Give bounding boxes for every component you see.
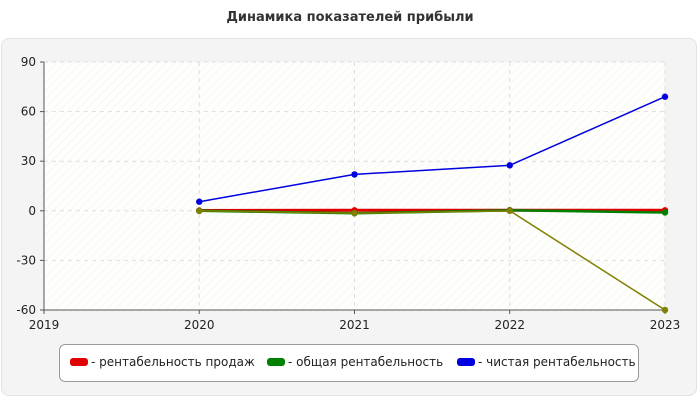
y-tick-label: -30 [16,253,36,267]
legend: - рентабельность продаж - общая рентабел… [59,344,639,382]
chart-title: Динамика показателей прибыли [226,10,474,25]
series-point-3 [351,210,358,217]
y-tick-label: -60 [16,303,36,317]
x-tick-label: 2021 [339,318,370,332]
legend-swatch [457,358,475,366]
x-tick-label: 2023 [650,318,681,332]
legend-label: - чистая рентабельность [478,355,636,369]
series-point-3 [661,306,669,314]
legend-item-sales-profitability[interactable]: - рентабельность продаж [70,355,255,369]
series-point-1 [661,209,669,216]
series-point-3 [506,207,513,214]
legend-label: - общая рентабельность [288,355,444,369]
legend-swatch [70,358,88,366]
y-tick-label: 60 [21,105,36,119]
x-tick-label: 2020 [184,318,215,332]
series-line-3 [199,210,666,311]
series-point-2 [661,93,669,100]
x-tick-label: 2022 [494,318,525,332]
legend-label: - рентабельность продаж [91,355,255,369]
series-point-2 [351,171,358,178]
series-point-3 [196,207,203,214]
series-layer [196,93,669,314]
legend-item-total-profitability[interactable]: - общая рентабельность [267,355,443,369]
y-tick-label: 30 [21,154,36,168]
series-point-2 [196,198,203,205]
legend-swatch [267,358,285,366]
legend-item-net-profitability[interactable]: - чистая рентабельность [457,355,636,369]
series-point-2 [506,162,513,169]
x-tick-label: 2019 [29,318,60,332]
y-tick-label: 90 [21,55,36,69]
y-tick-label: 0 [28,204,36,218]
series-line-2 [199,96,666,203]
